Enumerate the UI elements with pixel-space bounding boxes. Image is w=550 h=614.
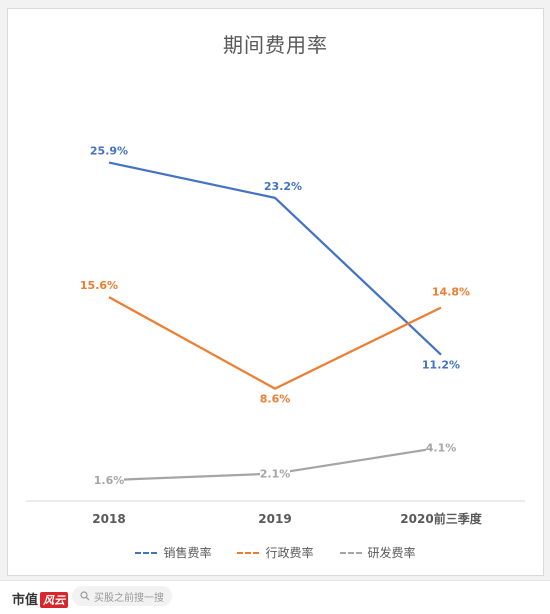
chart-legend: 销售费率 行政费率 研发费率 [8,544,543,561]
brand-mark: 风云 [40,592,69,608]
data-label: 25.9% [90,145,128,158]
legend-item: 行政费率 [237,544,314,561]
legend-swatch [339,551,362,554]
data-label: 8.6% [260,393,291,406]
data-label-bg [426,441,456,455]
data-label-bg [260,467,290,481]
chart-card: 期间费用率 2018 2019 2020前三季度 25.9% 23.2% 11.2% 15.… [7,8,544,576]
data-label-bg [94,474,124,488]
series-line [108,161,442,356]
data-label: 1.6% [94,474,125,487]
legend-item: 销售费率 [135,544,211,561]
data-label: 11.2% [422,359,460,372]
data-label: 14.8% [432,286,470,299]
legend-label: 研发费率 [367,546,416,560]
legend-swatch [237,551,260,554]
data-label: 23.2% [264,180,302,193]
brand-logo[interactable]: 市值 风云 [12,589,69,608]
search-icon [80,591,90,601]
series-line [108,296,442,390]
legend-item: 研发费率 [339,544,416,561]
data-label: 15.6% [80,279,118,292]
search-placeholder: 买股之前搜一搜 [94,592,164,604]
legend-swatch [135,551,158,554]
footer-bar: 市值 风云 买股之前搜一搜 [0,580,550,614]
brand-name: 市值 [12,593,39,608]
x-tick-label: 2020前三季度 [400,511,482,526]
data-label: 2.1% [260,468,291,481]
plot-area: 2018 2019 2020前三季度 25.9% 23.2% 11.2% 15.6% 8.6%… [26,145,525,526]
chart-title: 期间费用率 [223,33,328,57]
x-tick-label: 2019 [258,512,291,526]
search-box[interactable]: 买股之前搜一搜 [72,586,172,606]
x-tick-label: 2018 [92,512,125,526]
legend-label: 行政费率 [265,546,314,560]
data-label: 4.1% [426,441,457,454]
legend-label: 销售费率 [163,546,212,560]
